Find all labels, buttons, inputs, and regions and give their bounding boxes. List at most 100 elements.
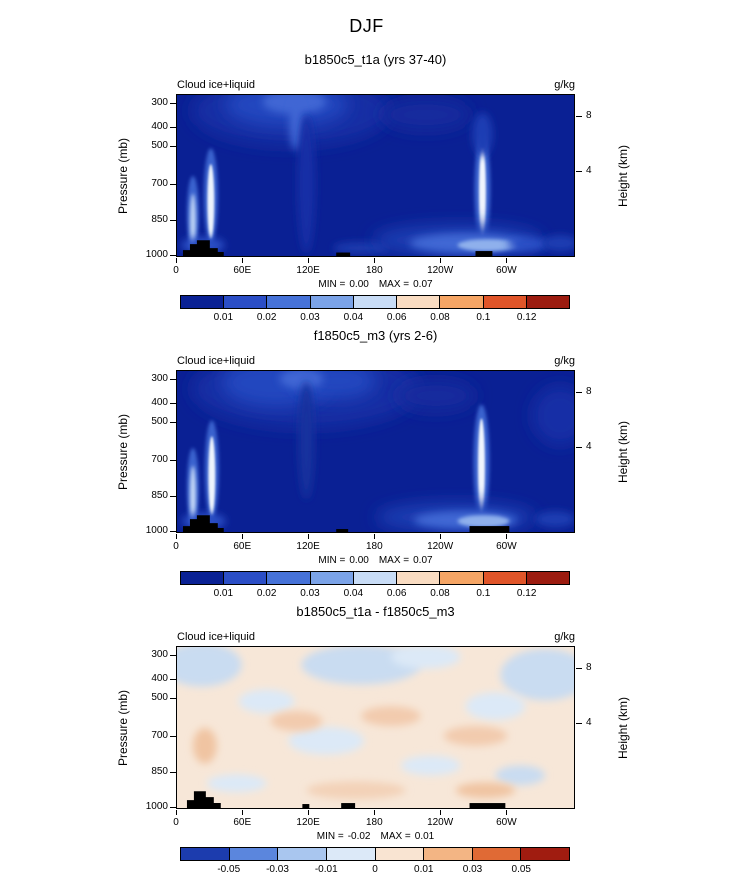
- contour-field: [177, 647, 574, 808]
- min-value: 0.00: [349, 555, 369, 566]
- colorbar-tick-label: 0.01: [213, 312, 234, 323]
- longitude-tick-label: 60W: [496, 817, 517, 828]
- pressure-tick-label: 300: [151, 373, 168, 384]
- tick-mark: [170, 255, 176, 256]
- longitude-tick-marks: [176, 258, 576, 264]
- contour-field: [177, 371, 574, 532]
- tick-mark: [170, 220, 176, 221]
- tick-mark: [308, 258, 309, 263]
- pressure-tick-label: 1000: [145, 525, 168, 536]
- longitude-tick-label: 180: [365, 265, 383, 276]
- longitude-tick-label: 120E: [296, 541, 320, 552]
- pressure-tick-labels: 300 400 500 700 850 1000: [136, 94, 168, 260]
- tick-mark: [440, 810, 441, 815]
- colorbar-tick-label: 0.02: [256, 588, 277, 599]
- max-value: 0.01: [414, 831, 435, 842]
- height-tick-marks: [576, 646, 582, 811]
- pressure-tick-label: 300: [151, 649, 168, 660]
- colorbar-segment: [181, 572, 224, 584]
- tick-mark: [170, 679, 176, 680]
- height-axis-label: Height (km): [616, 144, 630, 207]
- pressure-tick-label: 500: [151, 140, 168, 151]
- height-tick-label: 4: [586, 717, 592, 728]
- pressure-tick-label: 1000: [145, 249, 168, 260]
- colorbar-tick-label: 0.12: [516, 588, 537, 599]
- tick-mark: [576, 116, 582, 117]
- contour-plot: [176, 370, 575, 533]
- colorbar: [180, 295, 570, 309]
- tick-mark: [506, 258, 507, 263]
- tick-mark: [170, 422, 176, 423]
- longitude-tick-label: 120W: [427, 265, 454, 276]
- min-label: MIN =: [318, 279, 346, 290]
- colorbar: [180, 847, 570, 861]
- max-label: MAX =: [380, 831, 411, 842]
- tick-mark: [170, 736, 176, 737]
- longitude-tick-label: 0: [173, 817, 179, 828]
- colorbar-segment: [525, 572, 569, 584]
- tick-mark: [576, 171, 582, 172]
- field-label: Cloud ice+liquid: [177, 79, 255, 91]
- colorbar-segment: [325, 848, 375, 860]
- pressure-tick-marks: [170, 94, 176, 259]
- pressure-tick-labels: 300 400 500 700 850 1000: [136, 370, 168, 536]
- tick-mark: [176, 258, 177, 263]
- colorbar-tick-label: 0.01: [213, 588, 234, 599]
- tick-mark: [440, 534, 441, 539]
- tick-mark: [242, 810, 243, 815]
- colorbar-segment: [352, 296, 397, 308]
- units-label: g/kg: [554, 79, 575, 91]
- colorbar-tick-label: 0.04: [343, 588, 364, 599]
- colorbar-tick-label: 0.06: [386, 588, 407, 599]
- colorbar-tick-label: 0.04: [343, 312, 364, 323]
- tick-mark: [374, 534, 375, 539]
- pressure-axis-label: Pressure (mb): [116, 689, 130, 766]
- pressure-tick-label: 850: [151, 490, 168, 501]
- colorbar-tick-label: 0.1: [476, 312, 491, 323]
- min-value: -0.02: [347, 831, 371, 842]
- colorbar-segment: [228, 848, 278, 860]
- tick-mark: [374, 258, 375, 263]
- panel-case1: b1850c5_t1a (yrs 37-40) Cloud ice+liquid…: [0, 50, 733, 326]
- colorbar-tick-label: 0.02: [256, 312, 277, 323]
- colorbar-segment: [423, 848, 472, 860]
- tick-mark: [176, 534, 177, 539]
- colorbar-segment: [352, 572, 397, 584]
- colorbar-tick-label: 0.03: [300, 312, 320, 323]
- tick-mark: [170, 655, 176, 656]
- height-tick-label: 8: [586, 386, 592, 397]
- longitude-tick-label: 120E: [296, 817, 320, 828]
- colorbar-segment: [309, 296, 353, 308]
- colorbar-tick-label: 0.12: [516, 312, 537, 323]
- field-label: Cloud ice+liquid: [177, 355, 255, 367]
- colorbar-tick-label: 0.06: [386, 312, 407, 323]
- tick-mark: [440, 258, 441, 263]
- tick-mark: [308, 534, 309, 539]
- height-tick-marks: [576, 370, 582, 535]
- tick-mark: [576, 668, 582, 669]
- min-label: MIN =: [316, 831, 344, 842]
- units-label: g/kg: [554, 355, 575, 367]
- panel-difference: b1850c5_t1a - f1850c5_m3 Cloud ice+liqui…: [0, 602, 733, 878]
- pressure-tick-marks: [170, 370, 176, 535]
- colorbar-tick-labels: 0.01 0.02 0.03 0.04 0.06 0.08 0.1 0.12: [180, 588, 570, 600]
- max-label: MAX =: [378, 279, 410, 290]
- contour-plot: [176, 646, 575, 809]
- pressure-tick-label: 700: [151, 178, 168, 189]
- colorbar-tick-label: 0.08: [430, 312, 450, 323]
- colorbar-segment: [266, 296, 310, 308]
- panel-title: b1850c5_t1a - f1850c5_m3: [296, 604, 455, 619]
- height-tick-label: 8: [586, 110, 592, 121]
- tick-mark: [170, 184, 176, 185]
- pressure-tick-label: 400: [151, 673, 168, 684]
- colorbar-tick-label: 0.1: [476, 588, 491, 599]
- pressure-tick-label: 850: [151, 766, 168, 777]
- colorbar-segment: [520, 848, 569, 860]
- field-label: Cloud ice+liquid: [177, 631, 255, 643]
- colorbar: [180, 571, 570, 585]
- tick-mark: [170, 531, 176, 532]
- longitude-tick-marks: [176, 810, 576, 816]
